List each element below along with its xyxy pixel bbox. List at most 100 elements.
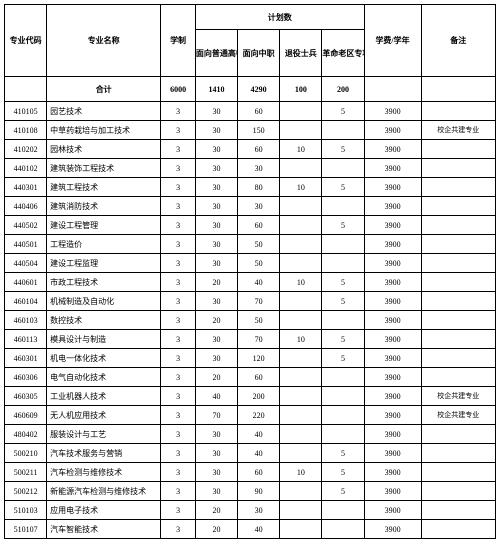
cell-gaozhong: 30 bbox=[195, 349, 237, 368]
cell-name: 建设工程监理 bbox=[47, 254, 161, 273]
cell-name: 汽车检测与维修技术 bbox=[47, 463, 161, 482]
cell-tuiyi bbox=[280, 311, 322, 330]
cell-note bbox=[421, 520, 495, 539]
cell-tuiyi bbox=[280, 406, 322, 425]
cell-geming bbox=[322, 501, 364, 520]
cell-zhongzhi: 30 bbox=[238, 197, 280, 216]
cell-code: 460305 bbox=[5, 387, 47, 406]
cell-tuiyi bbox=[280, 216, 322, 235]
cell-xuezhi: 3 bbox=[161, 178, 196, 197]
cell-fee: 3900 bbox=[364, 216, 421, 235]
cell-zhongzhi: 60 bbox=[238, 368, 280, 387]
cell-code: 410202 bbox=[5, 140, 47, 159]
cell-xuezhi: 3 bbox=[161, 444, 196, 463]
cell-name: 机械制造及自动化 bbox=[47, 292, 161, 311]
cell-note bbox=[421, 254, 495, 273]
cell-gaozhong: 30 bbox=[195, 121, 237, 140]
cell-fee: 3900 bbox=[364, 140, 421, 159]
th-heji-gaozhong: 1410 bbox=[195, 77, 237, 102]
cell-fee: 3900 bbox=[364, 102, 421, 121]
table-row: 500211汽车检测与维修技术330601053900 bbox=[5, 463, 496, 482]
cell-fee: 3900 bbox=[364, 425, 421, 444]
table-row: 460113模具设计与制造330701053900 bbox=[5, 330, 496, 349]
cell-geming bbox=[322, 159, 364, 178]
cell-geming: 5 bbox=[322, 463, 364, 482]
cell-name: 建筑装饰工程技术 bbox=[47, 159, 161, 178]
cell-zhongzhi: 200 bbox=[238, 387, 280, 406]
cell-zhongzhi: 40 bbox=[238, 444, 280, 463]
cell-name: 汽车智能技术 bbox=[47, 520, 161, 539]
cell-zhongzhi: 70 bbox=[238, 330, 280, 349]
table-row: 440301建筑工程技术330801053900 bbox=[5, 178, 496, 197]
th-heji: 合计 bbox=[47, 77, 161, 102]
cell-geming bbox=[322, 235, 364, 254]
cell-zhongzhi: 50 bbox=[238, 254, 280, 273]
table-row: 510107汽车智能技术320403900 bbox=[5, 520, 496, 539]
cell-gaozhong: 30 bbox=[195, 444, 237, 463]
cell-zhongzhi: 40 bbox=[238, 425, 280, 444]
cell-tuiyi bbox=[280, 501, 322, 520]
cell-fee: 3900 bbox=[364, 368, 421, 387]
cell-note bbox=[421, 235, 495, 254]
cell-name: 无人机应用技术 bbox=[47, 406, 161, 425]
cell-fee: 3900 bbox=[364, 406, 421, 425]
cell-gaozhong: 30 bbox=[195, 292, 237, 311]
cell-xuezhi: 3 bbox=[161, 197, 196, 216]
cell-code: 460301 bbox=[5, 349, 47, 368]
cell-code: 440601 bbox=[5, 273, 47, 292]
cell-tuiyi bbox=[280, 159, 322, 178]
th-fee: 学费/学年 bbox=[364, 5, 421, 77]
cell-code: 440406 bbox=[5, 197, 47, 216]
cell-fee: 3900 bbox=[364, 501, 421, 520]
table-row: 460306电气自动化技术320603900 bbox=[5, 368, 496, 387]
cell-zhongzhi: 220 bbox=[238, 406, 280, 425]
table-row: 460609无人机应用技术3702203900校企共建专业 bbox=[5, 406, 496, 425]
cell-geming: 5 bbox=[322, 216, 364, 235]
cell-zhongzhi: 40 bbox=[238, 273, 280, 292]
cell-zhongzhi: 50 bbox=[238, 311, 280, 330]
table-row: 440504建设工程监理330503900 bbox=[5, 254, 496, 273]
cell-geming: 5 bbox=[322, 178, 364, 197]
cell-note bbox=[421, 292, 495, 311]
cell-tuiyi: 10 bbox=[280, 330, 322, 349]
cell-fee: 3900 bbox=[364, 520, 421, 539]
cell-xuezhi: 3 bbox=[161, 311, 196, 330]
cell-xuezhi: 3 bbox=[161, 520, 196, 539]
cell-zhongzhi: 30 bbox=[238, 159, 280, 178]
cell-xuezhi: 3 bbox=[161, 482, 196, 501]
cell-tuiyi bbox=[280, 121, 322, 140]
cell-code: 460103 bbox=[5, 311, 47, 330]
cell-code: 460113 bbox=[5, 330, 47, 349]
cell-fee: 3900 bbox=[364, 159, 421, 178]
cell-fee: 3900 bbox=[364, 349, 421, 368]
cell-fee: 3900 bbox=[364, 463, 421, 482]
table-row: 440502建设工程管理3306053900 bbox=[5, 216, 496, 235]
th-plan-group: 计划数 bbox=[195, 5, 364, 30]
cell-zhongzhi: 80 bbox=[238, 178, 280, 197]
cell-note bbox=[421, 425, 495, 444]
cell-note: 校企共建专业 bbox=[421, 406, 495, 425]
cell-name: 汽车技术服务与营销 bbox=[47, 444, 161, 463]
cell-gaozhong: 30 bbox=[195, 463, 237, 482]
cell-zhongzhi: 120 bbox=[238, 349, 280, 368]
cell-note bbox=[421, 102, 495, 121]
cell-fee: 3900 bbox=[364, 197, 421, 216]
cell-code: 440501 bbox=[5, 235, 47, 254]
cell-gaozhong: 30 bbox=[195, 330, 237, 349]
cell-note bbox=[421, 349, 495, 368]
cell-code: 500210 bbox=[5, 444, 47, 463]
cell-note bbox=[421, 159, 495, 178]
cell-zhongzhi: 70 bbox=[238, 292, 280, 311]
cell-tuiyi bbox=[280, 387, 322, 406]
cell-geming bbox=[322, 121, 364, 140]
cell-fee: 3900 bbox=[364, 178, 421, 197]
cell-zhongzhi: 40 bbox=[238, 520, 280, 539]
cell-name: 工程造价 bbox=[47, 235, 161, 254]
table-row: 440501工程造价330503900 bbox=[5, 235, 496, 254]
cell-note bbox=[421, 501, 495, 520]
cell-code: 460609 bbox=[5, 406, 47, 425]
cell-name: 电气自动化技术 bbox=[47, 368, 161, 387]
cell-xuezhi: 3 bbox=[161, 140, 196, 159]
cell-fee: 3900 bbox=[364, 121, 421, 140]
cell-tuiyi bbox=[280, 444, 322, 463]
